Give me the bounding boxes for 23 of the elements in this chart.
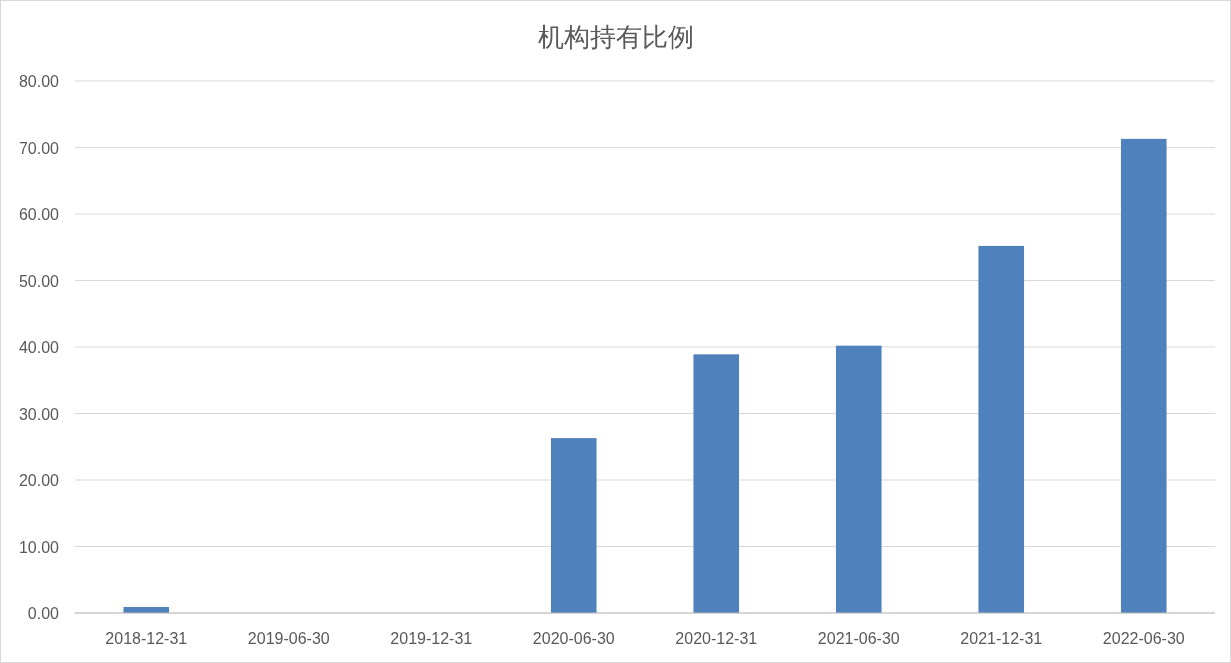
y-tick-label: 80.00 bbox=[18, 73, 60, 90]
y-tick-label: 50.00 bbox=[18, 272, 60, 290]
y-tick-label: 10.00 bbox=[18, 538, 60, 556]
bar bbox=[693, 354, 740, 613]
x-tick-label: 2019-06-30 bbox=[247, 630, 330, 647]
bar bbox=[978, 245, 1025, 613]
bar bbox=[835, 345, 882, 613]
y-tick-label: 70.00 bbox=[18, 139, 60, 157]
x-tick-label: 2021-12-31 bbox=[960, 630, 1043, 647]
x-tick-label: 2021-06-30 bbox=[817, 630, 900, 647]
y-tick-label: 40.00 bbox=[18, 339, 60, 356]
x-tick-label: 2020-06-30 bbox=[532, 630, 615, 647]
chart-title: 机构持有比例 bbox=[537, 22, 694, 52]
y-tick-label: 0.00 bbox=[27, 605, 60, 622]
bar bbox=[1120, 138, 1167, 613]
y-tick-label: 60.00 bbox=[18, 206, 60, 223]
x-tick-label: 2019-12-31 bbox=[390, 630, 473, 647]
y-tick-label: 20.00 bbox=[18, 472, 60, 489]
y-tick-label: 30.00 bbox=[18, 405, 60, 423]
x-tick-label: 2022-06-30 bbox=[1102, 630, 1185, 647]
bar bbox=[550, 438, 597, 613]
x-tick-label: 2020-12-31 bbox=[675, 630, 758, 647]
x-tick-label: 2018-12-31 bbox=[105, 630, 188, 647]
